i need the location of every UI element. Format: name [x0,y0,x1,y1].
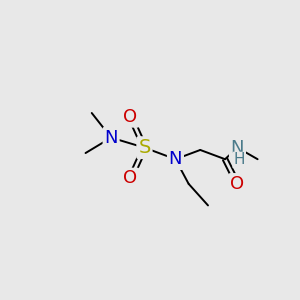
Text: H: H [233,152,245,167]
Text: O: O [123,108,138,126]
Text: N: N [169,150,182,168]
Text: N: N [104,129,118,147]
Text: O: O [230,175,244,193]
Text: S: S [138,138,151,157]
Text: N: N [231,139,244,157]
Text: O: O [123,169,138,188]
